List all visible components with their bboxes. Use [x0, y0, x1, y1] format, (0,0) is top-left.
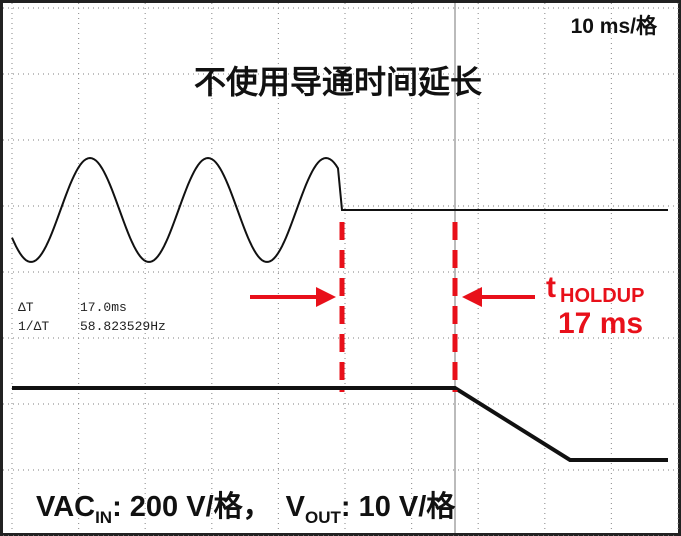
delta-t-label: ΔT	[18, 300, 34, 315]
vout-sub: OUT	[305, 508, 342, 527]
inverse-value: 58.823529Hz	[80, 319, 166, 334]
vout-scale: : 10 V/格	[341, 490, 456, 523]
delta-t-value: 17.0ms	[80, 300, 127, 315]
vac-scale: : 200 V/格，	[112, 490, 272, 523]
annotation-value: 17 ms	[558, 307, 643, 340]
vac: VAC	[36, 491, 95, 523]
page: {"header": {"timebase": "10 ms/格", "titl…	[0, 0, 681, 536]
annotation-subscript: HOLDUP	[560, 285, 644, 307]
vout: V	[286, 491, 306, 523]
timebase: 10 ms/格	[571, 14, 658, 38]
inverse-label: 1/ΔT	[18, 319, 49, 334]
vac-sub: IN	[95, 508, 112, 527]
annotation-symbol: t	[546, 271, 556, 304]
title: 不使用导通时间延长	[194, 64, 482, 100]
oscilloscope-screen: 10 ms/格 不使用导通时间延长 ΔT 17.0ms 1/ΔT 58.8235…	[0, 0, 681, 536]
